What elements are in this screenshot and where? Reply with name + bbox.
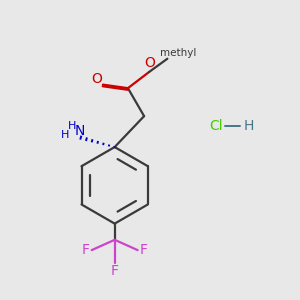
Text: F: F (81, 243, 89, 257)
Text: H: H (61, 130, 70, 140)
Text: F: F (111, 264, 119, 278)
Text: H: H (244, 119, 254, 134)
Text: H: H (68, 122, 77, 131)
Text: O: O (91, 72, 102, 86)
Text: O: O (144, 56, 155, 70)
Text: methyl: methyl (160, 48, 197, 59)
Text: Cl: Cl (209, 119, 223, 134)
Text: F: F (140, 243, 148, 257)
Text: N: N (75, 124, 86, 138)
